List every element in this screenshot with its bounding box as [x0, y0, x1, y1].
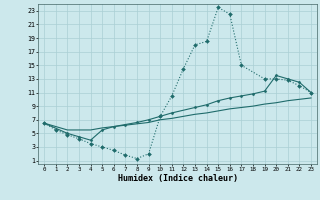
X-axis label: Humidex (Indice chaleur): Humidex (Indice chaleur) — [118, 174, 238, 183]
